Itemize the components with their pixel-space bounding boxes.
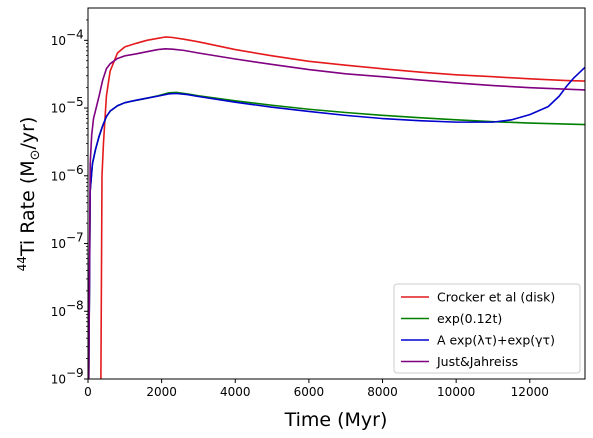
y-axis-label: 44Ti Rate (M⊙/yr)	[15, 117, 43, 272]
legend-entry-4: Just&Jahreiss	[436, 354, 518, 369]
y-axis-label-main: Ti Rate (M	[17, 160, 39, 257]
y-tick-exponent: −8	[66, 298, 84, 312]
y-tick-exponent: −6	[66, 163, 84, 177]
x-tick-label: 4000	[220, 385, 251, 399]
y-tick-label: 10	[51, 102, 66, 116]
x-tick-label: 6000	[294, 385, 325, 399]
plot-frame	[87, 7, 586, 380]
x-tick-label: 12000	[511, 385, 549, 399]
legend-box	[393, 283, 581, 374]
y-tick-base: 10	[51, 102, 66, 116]
y-tick-exponent: −9	[66, 366, 84, 380]
legend: Crocker et al (disk) exp(0.12t) A exp(λτ)+…	[393, 283, 581, 374]
y-axis-label-sup: 44	[15, 256, 29, 271]
legend-entry-3: A exp(λτ)+exp(γτ)	[437, 333, 555, 348]
y-tick-exponent: −7	[66, 231, 84, 245]
y-tick-label: 10	[51, 237, 66, 251]
y-tick-label: 10	[51, 373, 66, 387]
y-tick-label: 10	[51, 169, 66, 183]
y-tick-base: 10	[51, 34, 66, 48]
series-line-4	[88, 47, 585, 379]
y-tick-label: 10	[51, 34, 66, 48]
y-tick-label: 10	[51, 305, 66, 319]
x-axis-ticks: 0 2000 4000 6000 8000 10000 12000	[84, 379, 549, 399]
x-tick-label: 10000	[437, 385, 475, 399]
y-tick-base: 10	[51, 305, 66, 319]
y-tick-base: 10	[51, 373, 66, 387]
series-layer	[88, 36, 585, 379]
y-tick-base: 10	[51, 169, 66, 183]
y-axis-label-suffix: /yr)	[17, 117, 39, 150]
legend-entry-2: exp(0.12t)	[437, 311, 502, 326]
y-axis-ticks: 10−910−810−710−610−510−4	[51, 19, 88, 387]
y-tick-exponent: −4	[66, 27, 84, 41]
x-tick-label: 0	[84, 385, 92, 399]
series-line-1	[100, 36, 585, 379]
x-axis-label: Time (Myr)	[284, 409, 388, 431]
legend-entry-1: Crocker et al (disk)	[437, 290, 555, 305]
x-tick-label: 2000	[146, 385, 177, 399]
series-line-3	[88, 66, 585, 379]
y-axis-label-sub: ⊙	[28, 149, 43, 160]
y-tick-base: 10	[51, 237, 66, 251]
y-tick-exponent: −5	[66, 95, 84, 109]
x-tick-label: 8000	[367, 385, 398, 399]
